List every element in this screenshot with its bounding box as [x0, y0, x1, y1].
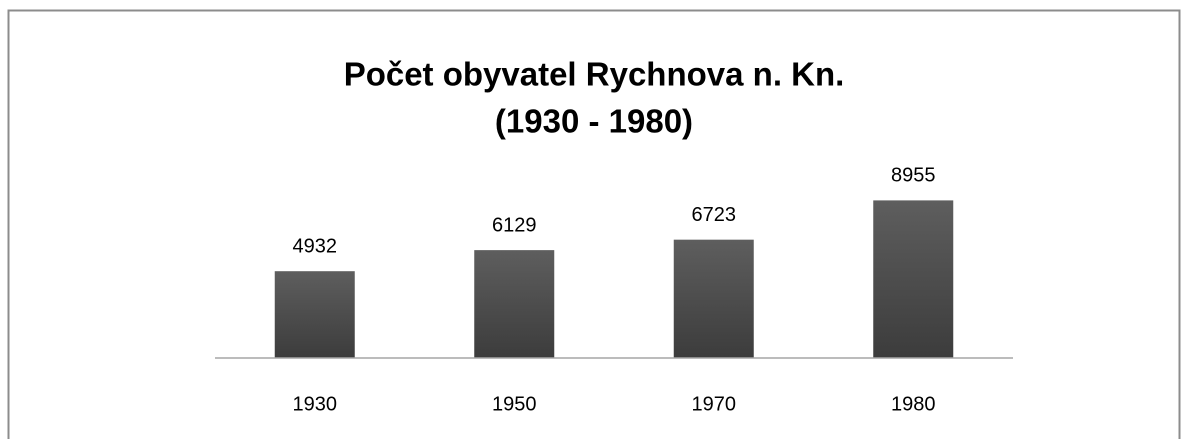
x-tick-label: 1980 [891, 393, 936, 415]
x-tick-label: 1970 [692, 393, 737, 415]
x-tick-label: 1930 [293, 393, 338, 415]
bar [274, 271, 355, 358]
bar [673, 239, 754, 358]
bar [873, 200, 954, 358]
chart-title: (1930 - 1980) [495, 103, 693, 140]
chart-frame [7, 9, 1181, 439]
data-label: 6129 [492, 214, 537, 236]
bar [474, 250, 555, 358]
x-tick-label: 1950 [492, 393, 537, 415]
data-label: 8955 [891, 165, 936, 187]
data-label: 6723 [692, 204, 737, 226]
data-label: 4932 [293, 235, 338, 257]
chart-title: Počet obyvatel Rychnova n. Kn. [344, 56, 845, 93]
